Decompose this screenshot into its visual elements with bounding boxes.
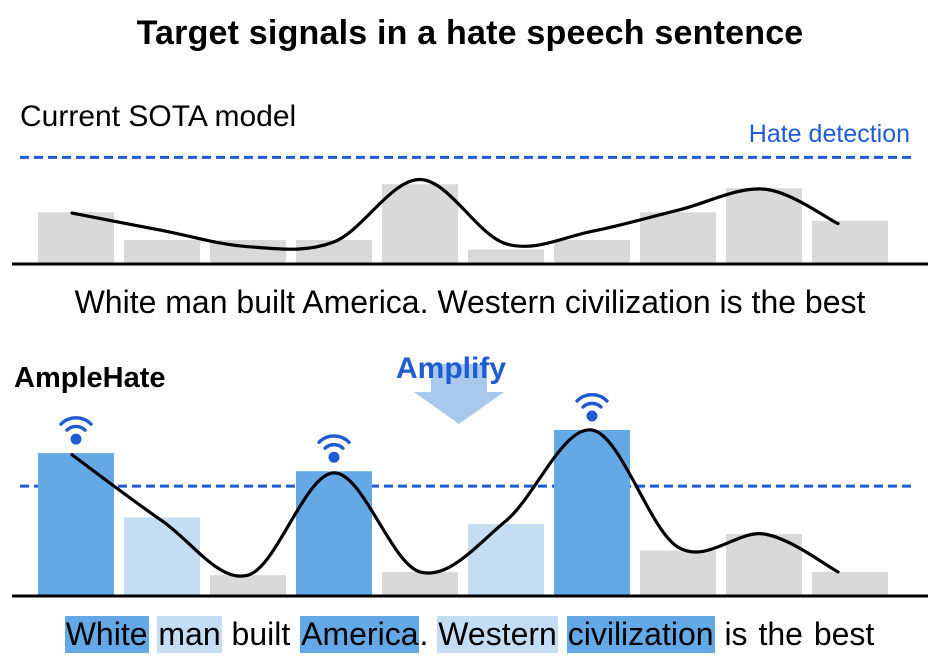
sentence-token: Western <box>437 616 558 653</box>
amplify-label: Amplify <box>396 352 507 385</box>
sentence-token: civilization <box>566 616 715 653</box>
sota-panel-label: Current SOTA model <box>20 100 297 133</box>
wifi-signal-icon-dot <box>586 410 598 422</box>
sota-bar-1 <box>124 239 200 263</box>
ample-bar-1 <box>124 517 200 595</box>
ample-bar-0 <box>38 453 114 595</box>
ample-bar-6 <box>554 430 630 595</box>
sentence-token: . <box>419 616 429 652</box>
sota-sentence: White man built America. Western civiliz… <box>74 284 866 320</box>
ample-bar-5 <box>468 524 544 595</box>
sentence-token: America <box>300 616 420 653</box>
sota-bar-4 <box>382 184 458 263</box>
amplify-arrow <box>414 364 504 424</box>
wifi-signal-icon-outer-arc <box>575 393 609 403</box>
sota-bar-9 <box>812 220 888 263</box>
wifi-signal-icon-outer-arc <box>59 416 93 426</box>
amplehate-sentence: White man built America. Western civiliz… <box>0 616 940 653</box>
sota-bar-7 <box>640 212 716 263</box>
wifi-signal-icon-dot <box>328 451 340 463</box>
sentence-token: man <box>157 616 222 653</box>
ample-bar-4 <box>382 571 458 595</box>
sota-bar-6 <box>554 239 630 263</box>
ample-bar-7 <box>640 550 716 595</box>
amplehate-panel-label: AmpleHate <box>14 362 166 394</box>
wifi-signal-icon-dot <box>70 433 82 445</box>
sentence-token: is <box>724 616 748 652</box>
ample-attention-curve <box>70 428 840 578</box>
wifi-signal-icon-inner-arc <box>581 401 603 409</box>
sentence-token: the <box>758 616 803 652</box>
sota-bar-0 <box>38 212 114 263</box>
hate-detection-label: Hate detection <box>748 120 910 148</box>
sentence-token: best <box>813 616 875 652</box>
figure-title: Target signals in a hate speech sentence <box>136 14 804 52</box>
wifi-signal-icon-outer-arc <box>317 434 351 444</box>
sota-bar-8 <box>726 188 802 263</box>
ample-bar-9 <box>812 571 888 595</box>
sota-bar-5 <box>468 249 544 263</box>
sentence-token: White <box>64 616 149 653</box>
sota-attention-curve <box>70 177 840 251</box>
ample-bar-3 <box>296 471 372 595</box>
sentence-token: built <box>231 616 291 652</box>
wifi-signal-icon-inner-arc <box>323 443 345 450</box>
ample-bar-2 <box>210 575 286 595</box>
wifi-signal-icon-inner-arc <box>65 424 87 432</box>
